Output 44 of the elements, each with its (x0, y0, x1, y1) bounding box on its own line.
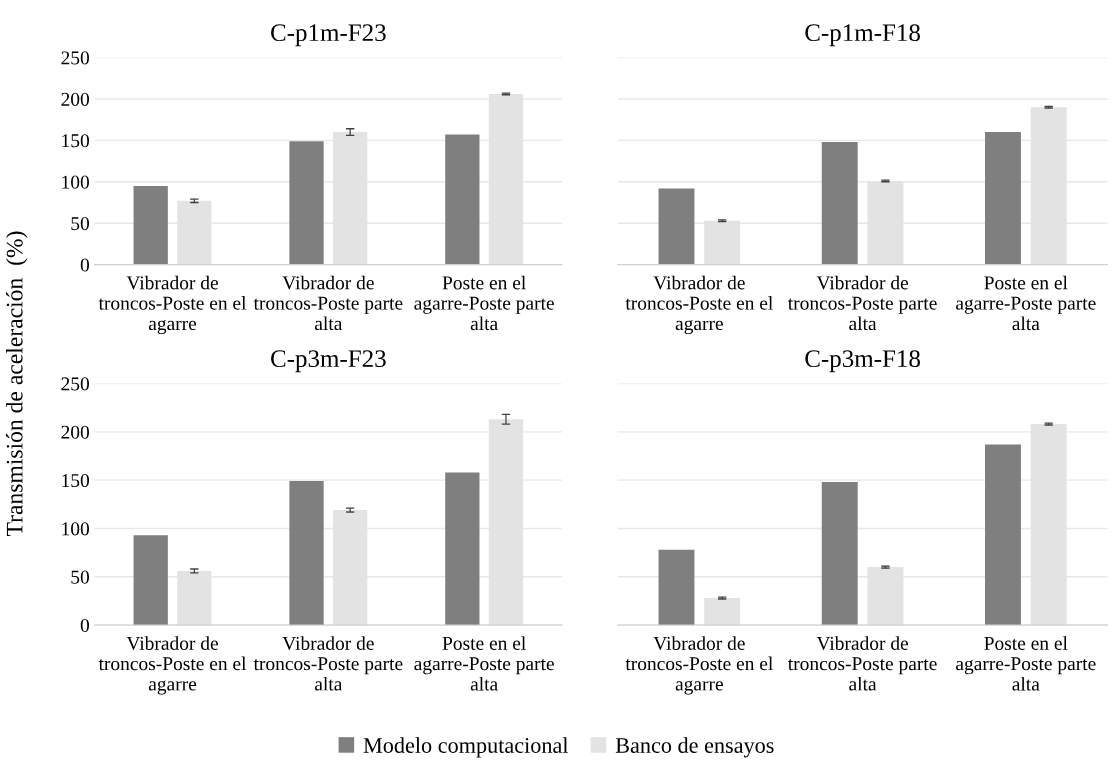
bar (821, 482, 858, 626)
chart-title: C-p3m-F23 (271, 350, 386, 373)
bar (133, 185, 168, 265)
x-tick-label: Vibrador de troncos-Poste parte alta (253, 275, 403, 331)
bar (289, 481, 324, 626)
x-tick-label: Vibrador de troncos-Poste parte alta (787, 636, 937, 691)
chart-title: C-p3m-F18 (805, 350, 920, 373)
y-tick-label: 50 (71, 217, 89, 231)
y-tick-label: 100 (62, 522, 89, 536)
bar (133, 535, 168, 626)
x-tick-label: Poste en el agarre-Poste parte alta (414, 275, 554, 331)
bar (985, 132, 1021, 265)
y-tick-label: 250 (61, 51, 89, 65)
bar (289, 141, 324, 265)
y-tick-label: 0 (80, 618, 89, 633)
x-tick-label: Vibrador de troncos-Poste en el agarre (625, 275, 773, 335)
x-tick-label: Poste en el agarre-Poste parte alta (956, 275, 1096, 331)
bar (445, 472, 480, 626)
bar (704, 598, 741, 626)
y-axis-title: Transmisión de aceleración (%) (5, 231, 28, 537)
bar (821, 142, 858, 265)
legend-label: Banco de ensayos (615, 737, 774, 758)
bar (658, 549, 695, 626)
legend-label: Modelo computacional (363, 737, 569, 758)
x-tick-label: Vibrador de troncos-Poste en el agarre (625, 636, 773, 695)
y-tick-label: 250 (61, 377, 89, 391)
x-tick-label: Vibrador de troncos-Poste parte alta (253, 636, 403, 691)
x-tick-label: Vibrador de troncos-Poste parte alta (787, 275, 937, 331)
x-tick-label: Poste en el agarre-Poste parte alta (414, 636, 554, 691)
y-tick-label: 150 (62, 134, 89, 148)
chart-title: C-p1m-F18 (805, 24, 920, 47)
y-tick-label: 0 (80, 258, 89, 272)
x-tick-label: Vibrador de troncos-Poste en el agarre (98, 636, 247, 695)
x-tick-label: Poste en el agarre-Poste parte alta (956, 636, 1096, 691)
chart-title: C-p1m-F23 (271, 24, 386, 47)
x-tick-label: Vibrador de troncos-Poste en el agarre (98, 275, 247, 335)
y-tick-label: 50 (71, 570, 89, 584)
y-tick-label: 100 (62, 175, 89, 189)
bar (445, 134, 480, 265)
bar (985, 444, 1021, 626)
bar (658, 188, 695, 265)
y-tick-label: 200 (61, 425, 89, 439)
y-tick-label: 200 (61, 92, 89, 106)
y-tick-label: 150 (62, 473, 89, 488)
